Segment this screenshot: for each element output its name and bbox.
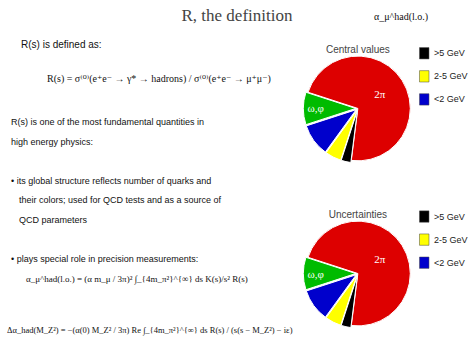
svg-text:α_μ^had(l.o.): α_μ^had(l.o.) (374, 11, 428, 23)
svg-text:Uncertainties: Uncertainties (329, 209, 387, 220)
svg-text:Central values: Central values (326, 44, 390, 55)
svg-text:>5 GeV: >5 GeV (434, 48, 465, 58)
svg-text:Δα_had(M_Z²) = −(α(0) M_Z² / 3: Δα_had(M_Z²) = −(α(0) M_Z² / 3π) Re ∫_{4… (7, 325, 293, 336)
svg-text:<2 GeV: <2 GeV (434, 258, 465, 268)
svg-text:α_μ^had(l.o.) = (α m_μ / 3π)²: α_μ^had(l.o.) = (α m_μ / 3π)² ∫_{4m_π²}^… (26, 274, 248, 285)
svg-text:R(s) is defined as:: R(s) is defined as: (21, 39, 102, 50)
svg-text:2-5 GeV: 2-5 GeV (434, 235, 468, 245)
svg-text:2π: 2π (374, 253, 386, 265)
svg-text:QCD parameters: QCD parameters (19, 215, 88, 225)
svg-text:R(s) is one of the most fundam: R(s) is one of the most fundamental quan… (11, 117, 204, 127)
svg-text:• its global structure reflect: • its global structure reflects number o… (11, 176, 211, 186)
svg-text:2π: 2π (374, 88, 386, 100)
svg-text:R, the definition: R, the definition (182, 6, 293, 25)
svg-text:ω,φ: ω,φ (308, 268, 324, 280)
svg-text:ω,φ: ω,φ (308, 102, 324, 114)
svg-text:their colors; used for QCD tes: their colors; used for QCD tests and as … (19, 195, 222, 205)
svg-text:high energy physics:: high energy physics: (11, 137, 93, 147)
svg-text:2-5 GeV: 2-5 GeV (434, 71, 468, 81)
svg-text:R(s) = σ⁽⁰⁾(e⁺e⁻ → γ* → hadron: R(s) = σ⁽⁰⁾(e⁺e⁻ → γ* → hadrons) / σ⁽⁰⁾(… (47, 73, 271, 85)
svg-text:>5 GeV: >5 GeV (434, 212, 465, 222)
svg-text:<2 GeV: <2 GeV (434, 94, 465, 104)
svg-text:• plays special role in precis: • plays special role in precision measur… (11, 254, 198, 264)
